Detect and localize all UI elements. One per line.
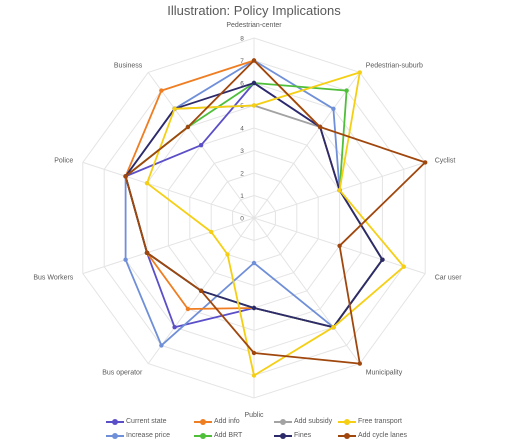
- data-point: [198, 288, 204, 293]
- legend-item: Add cycle lanes: [338, 431, 407, 441]
- grid-spoke: [82, 161, 255, 219]
- data-point: [337, 188, 342, 193]
- data-point: [123, 174, 128, 179]
- category-label: Bus Workers: [33, 275, 73, 282]
- data-point: [251, 58, 257, 63]
- data-point: [251, 350, 257, 356]
- category-label: Pedestrian-suburb: [366, 62, 423, 69]
- radial-tick-label: 6: [240, 81, 244, 88]
- legend-item: Current state: [106, 417, 166, 427]
- data-point: [251, 305, 257, 311]
- data-point: [331, 106, 336, 112]
- data-point: [198, 143, 204, 148]
- grid-spoke: [82, 217, 255, 275]
- data-point: [123, 257, 128, 262]
- radial-tick-label: 1: [240, 193, 244, 200]
- data-point: [144, 250, 150, 255]
- data-point: [251, 260, 257, 266]
- data-point: [317, 124, 323, 130]
- radial-tick-label: 0: [240, 216, 244, 223]
- category-label: Business: [114, 62, 143, 69]
- data-point: [251, 80, 257, 86]
- legend-label: Current state: [126, 418, 167, 425]
- data-point: [401, 264, 406, 269]
- category-label: Police: [54, 157, 73, 164]
- category-label: Cyclist: [435, 157, 456, 164]
- data-point: [251, 103, 257, 108]
- category-label: Car user: [435, 275, 463, 282]
- data-point: [251, 373, 257, 378]
- data-point: [185, 306, 191, 312]
- legend-item: Fines: [274, 431, 311, 441]
- legend-label: Fines: [294, 432, 312, 439]
- category-label: Bus operator: [102, 370, 143, 377]
- data-point: [225, 252, 230, 257]
- data-point: [209, 229, 214, 235]
- legend-item: Add subsidy: [274, 417, 332, 427]
- legend-swatch: [194, 431, 212, 441]
- legend-swatch: [338, 431, 356, 441]
- legend-item: Add BRT: [194, 431, 242, 441]
- data-point: [159, 343, 164, 348]
- grid-spoke: [253, 217, 361, 364]
- radial-tick-label: 4: [240, 126, 244, 133]
- data-point: [144, 181, 150, 186]
- legend-swatch: [194, 417, 212, 427]
- radial-tick-label: 2: [240, 171, 244, 178]
- legend-label: Increase price: [126, 432, 170, 439]
- category-label: Pedestrian-center: [226, 22, 282, 29]
- legend-swatch: [106, 417, 124, 427]
- category-label: Public: [244, 412, 264, 419]
- legend-label: Add info: [214, 418, 240, 425]
- legend-swatch: [274, 417, 292, 427]
- legend-swatch: [274, 431, 292, 441]
- data-point: [185, 124, 191, 130]
- data-point: [380, 257, 385, 262]
- grid-spoke: [253, 72, 361, 219]
- data-point: [357, 361, 362, 366]
- legend-swatch: [338, 417, 356, 427]
- radial-tick-label: 8: [240, 36, 244, 43]
- data-point: [159, 88, 164, 93]
- legend-item: Free transport: [338, 417, 402, 427]
- chart-title: Illustration: Policy Implications: [167, 3, 341, 18]
- legend-item: Add info: [194, 417, 240, 427]
- category-label: Municipality: [366, 370, 403, 377]
- legend-label: Add cycle lanes: [358, 432, 408, 439]
- data-point: [344, 88, 349, 93]
- data-point: [357, 70, 362, 75]
- data-point: [331, 325, 336, 330]
- data-point: [337, 243, 342, 248]
- legend-item: Increase price: [106, 431, 170, 441]
- legend-label: Add subsidy: [294, 418, 333, 425]
- data-point: [172, 106, 177, 112]
- legend-label: Add BRT: [214, 432, 243, 439]
- data-point: [172, 325, 177, 330]
- legend-swatch: [106, 431, 124, 441]
- data-point: [423, 160, 428, 165]
- radial-tick-label: 3: [240, 148, 244, 155]
- legend-label: Free transport: [358, 418, 402, 425]
- radial-tick-label: 7: [240, 58, 244, 65]
